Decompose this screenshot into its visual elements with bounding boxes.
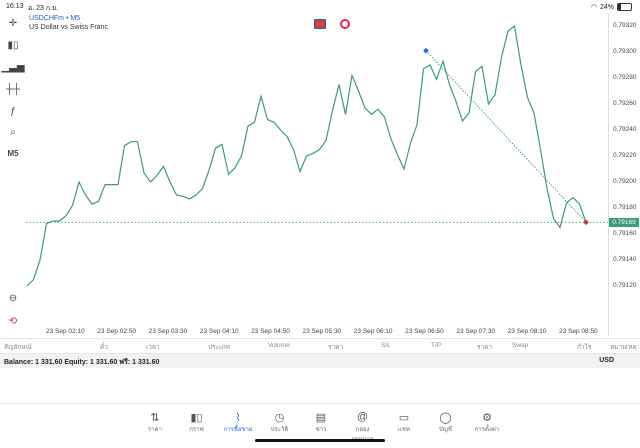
nav-item[interactable]: ◯ บัญชี [428,410,464,434]
price-line [26,24,587,287]
price-tick: 0.79200 [613,178,637,185]
column-header: ตั๋ว [100,344,108,351]
trend-start-handle[interactable] [423,47,429,54]
currency-label: USD [599,357,614,364]
nav-item[interactable]: ⚙ การตั้งค่า [469,410,505,434]
function-icon[interactable]: ƒ [10,105,16,117]
price-tick: 0.79260 [613,100,637,107]
nav-label: แชท [398,427,410,433]
home-indicator [255,439,385,442]
nav-icon: ▭ [398,411,410,424]
nav-icon: ▤ [315,411,327,424]
balance-line: Balance: 1 331.60 Equity: 1 331.60 ฟรี: … [4,359,160,366]
signal-icon[interactable] [340,19,350,29]
time-tick: 23 Sep 04:50 [251,328,290,335]
objects-icon[interactable]: ⌕ [10,126,16,138]
zoom-icon[interactable]: ⊖ [8,292,18,304]
current-price-label: 0.79169 [609,217,639,227]
nav-item[interactable]: ⇅ ราคา [137,410,173,434]
bottom-nav: ⇅ ราคา ▮▯ กราฟ ⌇ การซื้อขาย ◷ ประวัติ ▤ ข่าว @ กล่อ… [0,403,640,448]
battery-icon [617,3,632,11]
time-tick: 23 Sep 06:50 [405,328,444,335]
column-header: Volume [268,342,290,349]
account-summary: Balance: 1 331.60 Equity: 1 331.60 ฟรี: … [0,354,640,368]
trend-end-handle[interactable] [583,219,589,226]
battery-percent: 24% [599,3,614,11]
nav-icon: ◯ [439,411,452,424]
time-tick: 23 Sep 02:10 [46,328,85,335]
positions-header: สัญลักษณ์ ตั๋ว เวลา ประเภท Volume ราคา S/L T/P ร… [0,338,640,354]
price-axis-line [608,14,609,336]
symbol-description: US Dollar vs Swiss Franc [29,24,108,31]
flag-icon[interactable] [314,19,326,29]
wifi-icon: ◠ [590,4,597,11]
nav-label: กราฟ [189,427,204,433]
column-header: ราคา [477,344,493,351]
bars-icon[interactable]: ┼┼ [5,83,21,95]
column-header: T/P [431,342,442,349]
nav-label: ราคา [148,427,162,433]
column-header: เวลา [146,344,160,351]
time-tick: 23 Sep 02:50 [97,328,136,335]
status-time: 16:13 [6,3,24,10]
nav-item[interactable]: ◷ ประวัติ [262,410,298,434]
nav-label: การซื้อขาย [223,427,253,433]
timeframe-button[interactable]: M5 [7,148,19,158]
column-header: Swap [512,342,529,349]
price-tick: 0.79220 [613,152,637,159]
column-header: กำไร [577,344,592,351]
symbol-name[interactable]: USDCHFm • M5 [29,15,81,22]
nav-icon: ⇅ [150,411,160,424]
time-tick: 23 Sep 03:30 [148,328,188,335]
top-chart-icons [314,19,350,29]
nav-label: การตั้งค่า [474,427,500,433]
nav-item[interactable]: ▮▯ กราฟ [179,410,215,434]
crosshair-icon[interactable]: ✛ [8,17,18,29]
price-tick: 0.79320 [613,22,637,29]
price-chart[interactable] [26,14,640,336]
nav-icon: ◷ [274,411,285,424]
price-tick: 0.79160 [613,230,637,237]
time-tick: 23 Sep 08:50 [559,328,598,335]
nav-label: บัญชี [439,427,452,433]
trade-icon[interactable]: ⟲ [8,315,18,327]
price-tick: 0.79120 [613,282,637,289]
time-tick: 23 Sep 04:10 [199,328,239,335]
chart-toolbar: ✛ ▮▯ ▁▃▅ ┼┼ ƒ ⌕ M5 ⊖ ⟲ [0,14,26,334]
status-bar: 16:13 อ. 23 ก.ย. ◠ 24% [0,0,640,14]
column-header: ประเภท [208,344,230,351]
nav-label: ประวัติ [270,427,289,433]
time-tick: 23 Sep 07:30 [456,328,496,335]
nav-item[interactable]: ▤ ข่าว [303,410,339,434]
status-right: ◠ 24% [591,3,632,11]
price-tick: 0.79180 [613,204,637,211]
nav-label: ข่าว [315,427,327,433]
candlestick-icon[interactable]: ▮▯ [7,39,19,51]
nav-icon: @ [356,411,369,423]
price-tick: 0.79240 [613,126,637,133]
indicators-icon[interactable]: ▁▃▅ [1,61,25,73]
price-tick: 0.79300 [613,48,637,55]
time-tick: 23 Sep 05:30 [302,328,342,335]
column-header: สัญลักษณ์ [4,344,32,351]
symbol-info: USDCHFm • M5 US Dollar vs Swiss Franc [29,15,108,31]
column-header: ราคา [328,344,344,351]
nav-item[interactable]: ▭ แชท [386,410,422,434]
status-date: อ. 23 ก.ย. [28,5,59,12]
column-header: หมายเหตุ [610,344,637,351]
nav-icon: ⚙ [482,411,492,424]
trend-line[interactable] [425,50,587,223]
time-tick: 23 Sep 06:10 [353,328,393,335]
column-header: S/L [381,342,391,349]
price-tick: 0.79140 [613,256,637,263]
nav-item[interactable]: ⌇ การซื้อขาย [220,410,256,434]
nav-icon: ▮▯ [190,411,203,424]
price-tick: 0.79280 [613,74,637,81]
nav-icon: ⌇ [235,411,241,424]
time-tick: 23 Sep 08:10 [507,328,547,335]
